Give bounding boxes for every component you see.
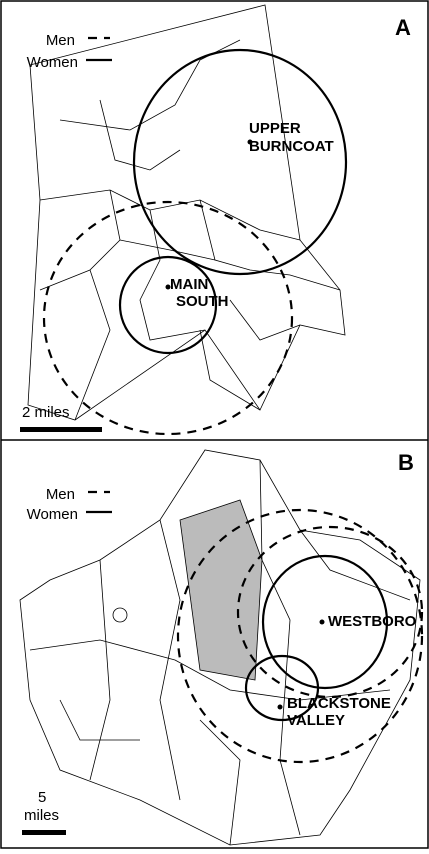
panel-label: A bbox=[395, 15, 411, 40]
map-a bbox=[20, 4, 348, 436]
place-label: UPPER bbox=[249, 120, 301, 137]
legend-men: Men bbox=[46, 32, 75, 49]
legend-men: Men bbox=[46, 486, 75, 503]
scale-label: miles bbox=[24, 807, 59, 824]
place-label: BLACKSTONE bbox=[287, 695, 391, 712]
scale-label: 2 miles bbox=[22, 404, 70, 421]
place-label: SOUTH bbox=[176, 293, 229, 310]
place-label: BURNCOAT bbox=[249, 138, 334, 155]
place-label: VALLEY bbox=[287, 712, 345, 729]
map-b bbox=[19, 449, 424, 846]
place-label: WESTBORO bbox=[328, 613, 417, 630]
legend-women: Women bbox=[27, 54, 78, 71]
legend-women: Women bbox=[27, 506, 78, 523]
place-label: MAIN bbox=[170, 276, 208, 293]
scale-label: 5 bbox=[38, 789, 46, 806]
panel-label: B bbox=[398, 450, 414, 475]
